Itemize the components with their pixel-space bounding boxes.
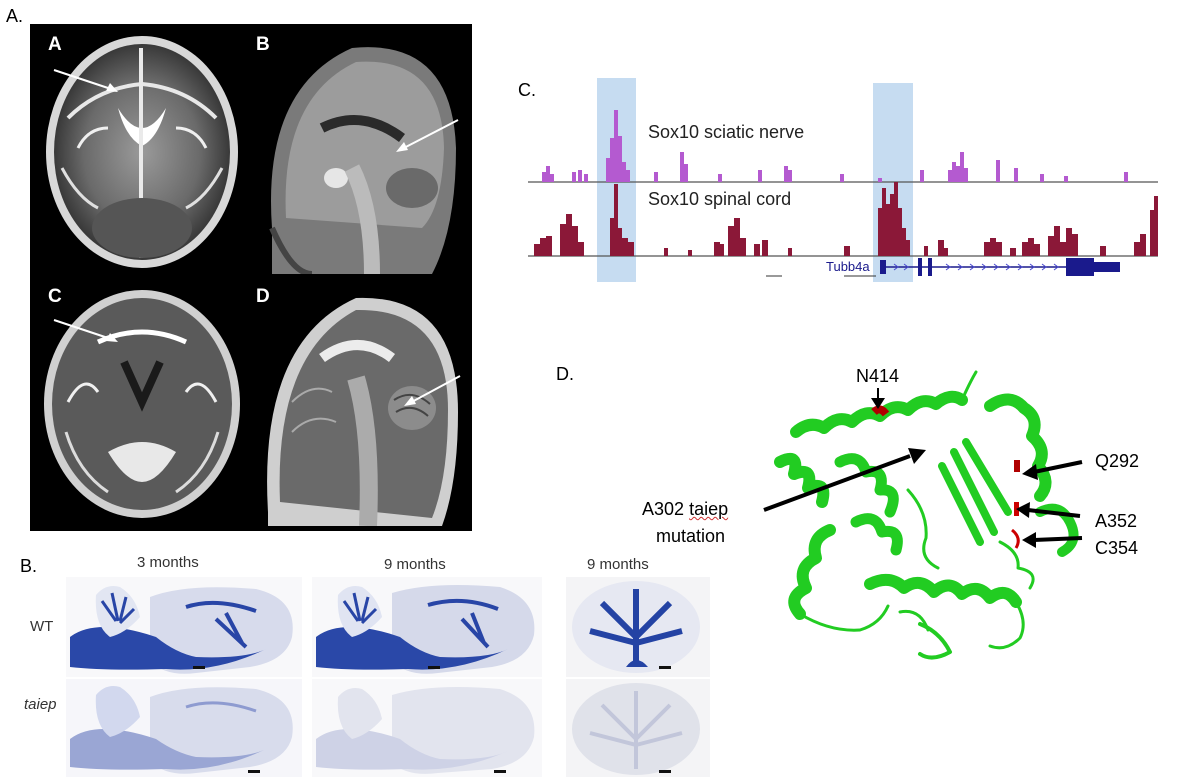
- arrow-icon: [1022, 460, 1083, 480]
- arrow-icon: [1022, 532, 1083, 548]
- row-label-taiep: taiep: [24, 696, 57, 713]
- column-label-9-months: 9 months: [384, 556, 446, 573]
- mutation-site-c354: [1011, 528, 1020, 549]
- column-label-3-months: 3 months: [137, 554, 199, 571]
- mri-image-d: D: [252, 282, 466, 526]
- spinal-cord-peaks: [534, 182, 1158, 256]
- brain-section-wt-3mo: [66, 577, 302, 677]
- mri-letter-c: C: [48, 286, 62, 307]
- panel-b-label: B.: [20, 556, 38, 576]
- residue-label-c354: C354: [1095, 538, 1139, 558]
- genome-browser: [528, 78, 1158, 282]
- mri-letter-b: B: [256, 34, 270, 55]
- mri-letter-d: D: [256, 286, 270, 307]
- arrow-icon: [53, 319, 118, 342]
- scale-bar: [659, 666, 671, 669]
- arrow-icon: [404, 375, 461, 406]
- mri-image-c: C: [38, 282, 246, 526]
- taiep-text: taiep: [689, 499, 729, 519]
- mri-letter-a: A: [48, 34, 62, 55]
- cerebellum-section-taiep-9mo: [566, 679, 710, 777]
- gene-model: [880, 258, 1120, 276]
- mri-grid: A B C: [30, 24, 472, 531]
- mutation-text: mutation: [656, 526, 726, 546]
- mutation-site-n414: [871, 405, 890, 417]
- brain-section-taiep-3mo: [66, 679, 302, 777]
- scale-bar: [428, 666, 440, 669]
- sciatic-nerve-peaks: [542, 110, 1128, 182]
- mutation-site-q292: [1014, 460, 1020, 472]
- panel-d-label: D.: [556, 364, 574, 384]
- histology-grid: [60, 575, 710, 779]
- arrow-icon: [763, 448, 926, 512]
- mri-image-b: B: [252, 28, 466, 274]
- track-label-sciatic-nerve: Sox10 sciatic nerve: [648, 122, 805, 142]
- scale-bar: [248, 770, 260, 773]
- arrow-icon: [871, 388, 885, 409]
- scale-bar: [494, 770, 506, 773]
- cerebellum-section-wt-9mo: [566, 577, 710, 677]
- residue-label-q292: Q292: [1095, 451, 1140, 471]
- panel-c-label: C.: [518, 80, 536, 100]
- scale-bar: [193, 666, 205, 669]
- residue-label-n414: N414: [856, 366, 900, 386]
- track-label-spinal-cord: Sox10 spinal cord: [648, 189, 792, 209]
- residue-label-a352: A352: [1095, 511, 1138, 531]
- column-label-9-months-cerebellum: 9 months: [587, 556, 649, 573]
- brain-section-taiep-9mo: [312, 679, 542, 777]
- brain-section-wt-9mo: [312, 577, 542, 677]
- arrow-icon: [396, 119, 459, 152]
- mri-image-a: A: [38, 28, 246, 274]
- arrow-icon: [53, 69, 118, 92]
- arrow-icon: [1016, 502, 1081, 518]
- protein-structure: [774, 370, 1079, 660]
- residue-label-a302: A302 taiep mutation: [642, 496, 728, 550]
- gene-label: Tubb4a: [826, 259, 870, 274]
- scale-bar: [659, 770, 671, 773]
- row-label-wt: WT: [30, 618, 54, 635]
- panel-a-label: A.: [6, 6, 24, 26]
- a302-text: A302: [642, 499, 685, 519]
